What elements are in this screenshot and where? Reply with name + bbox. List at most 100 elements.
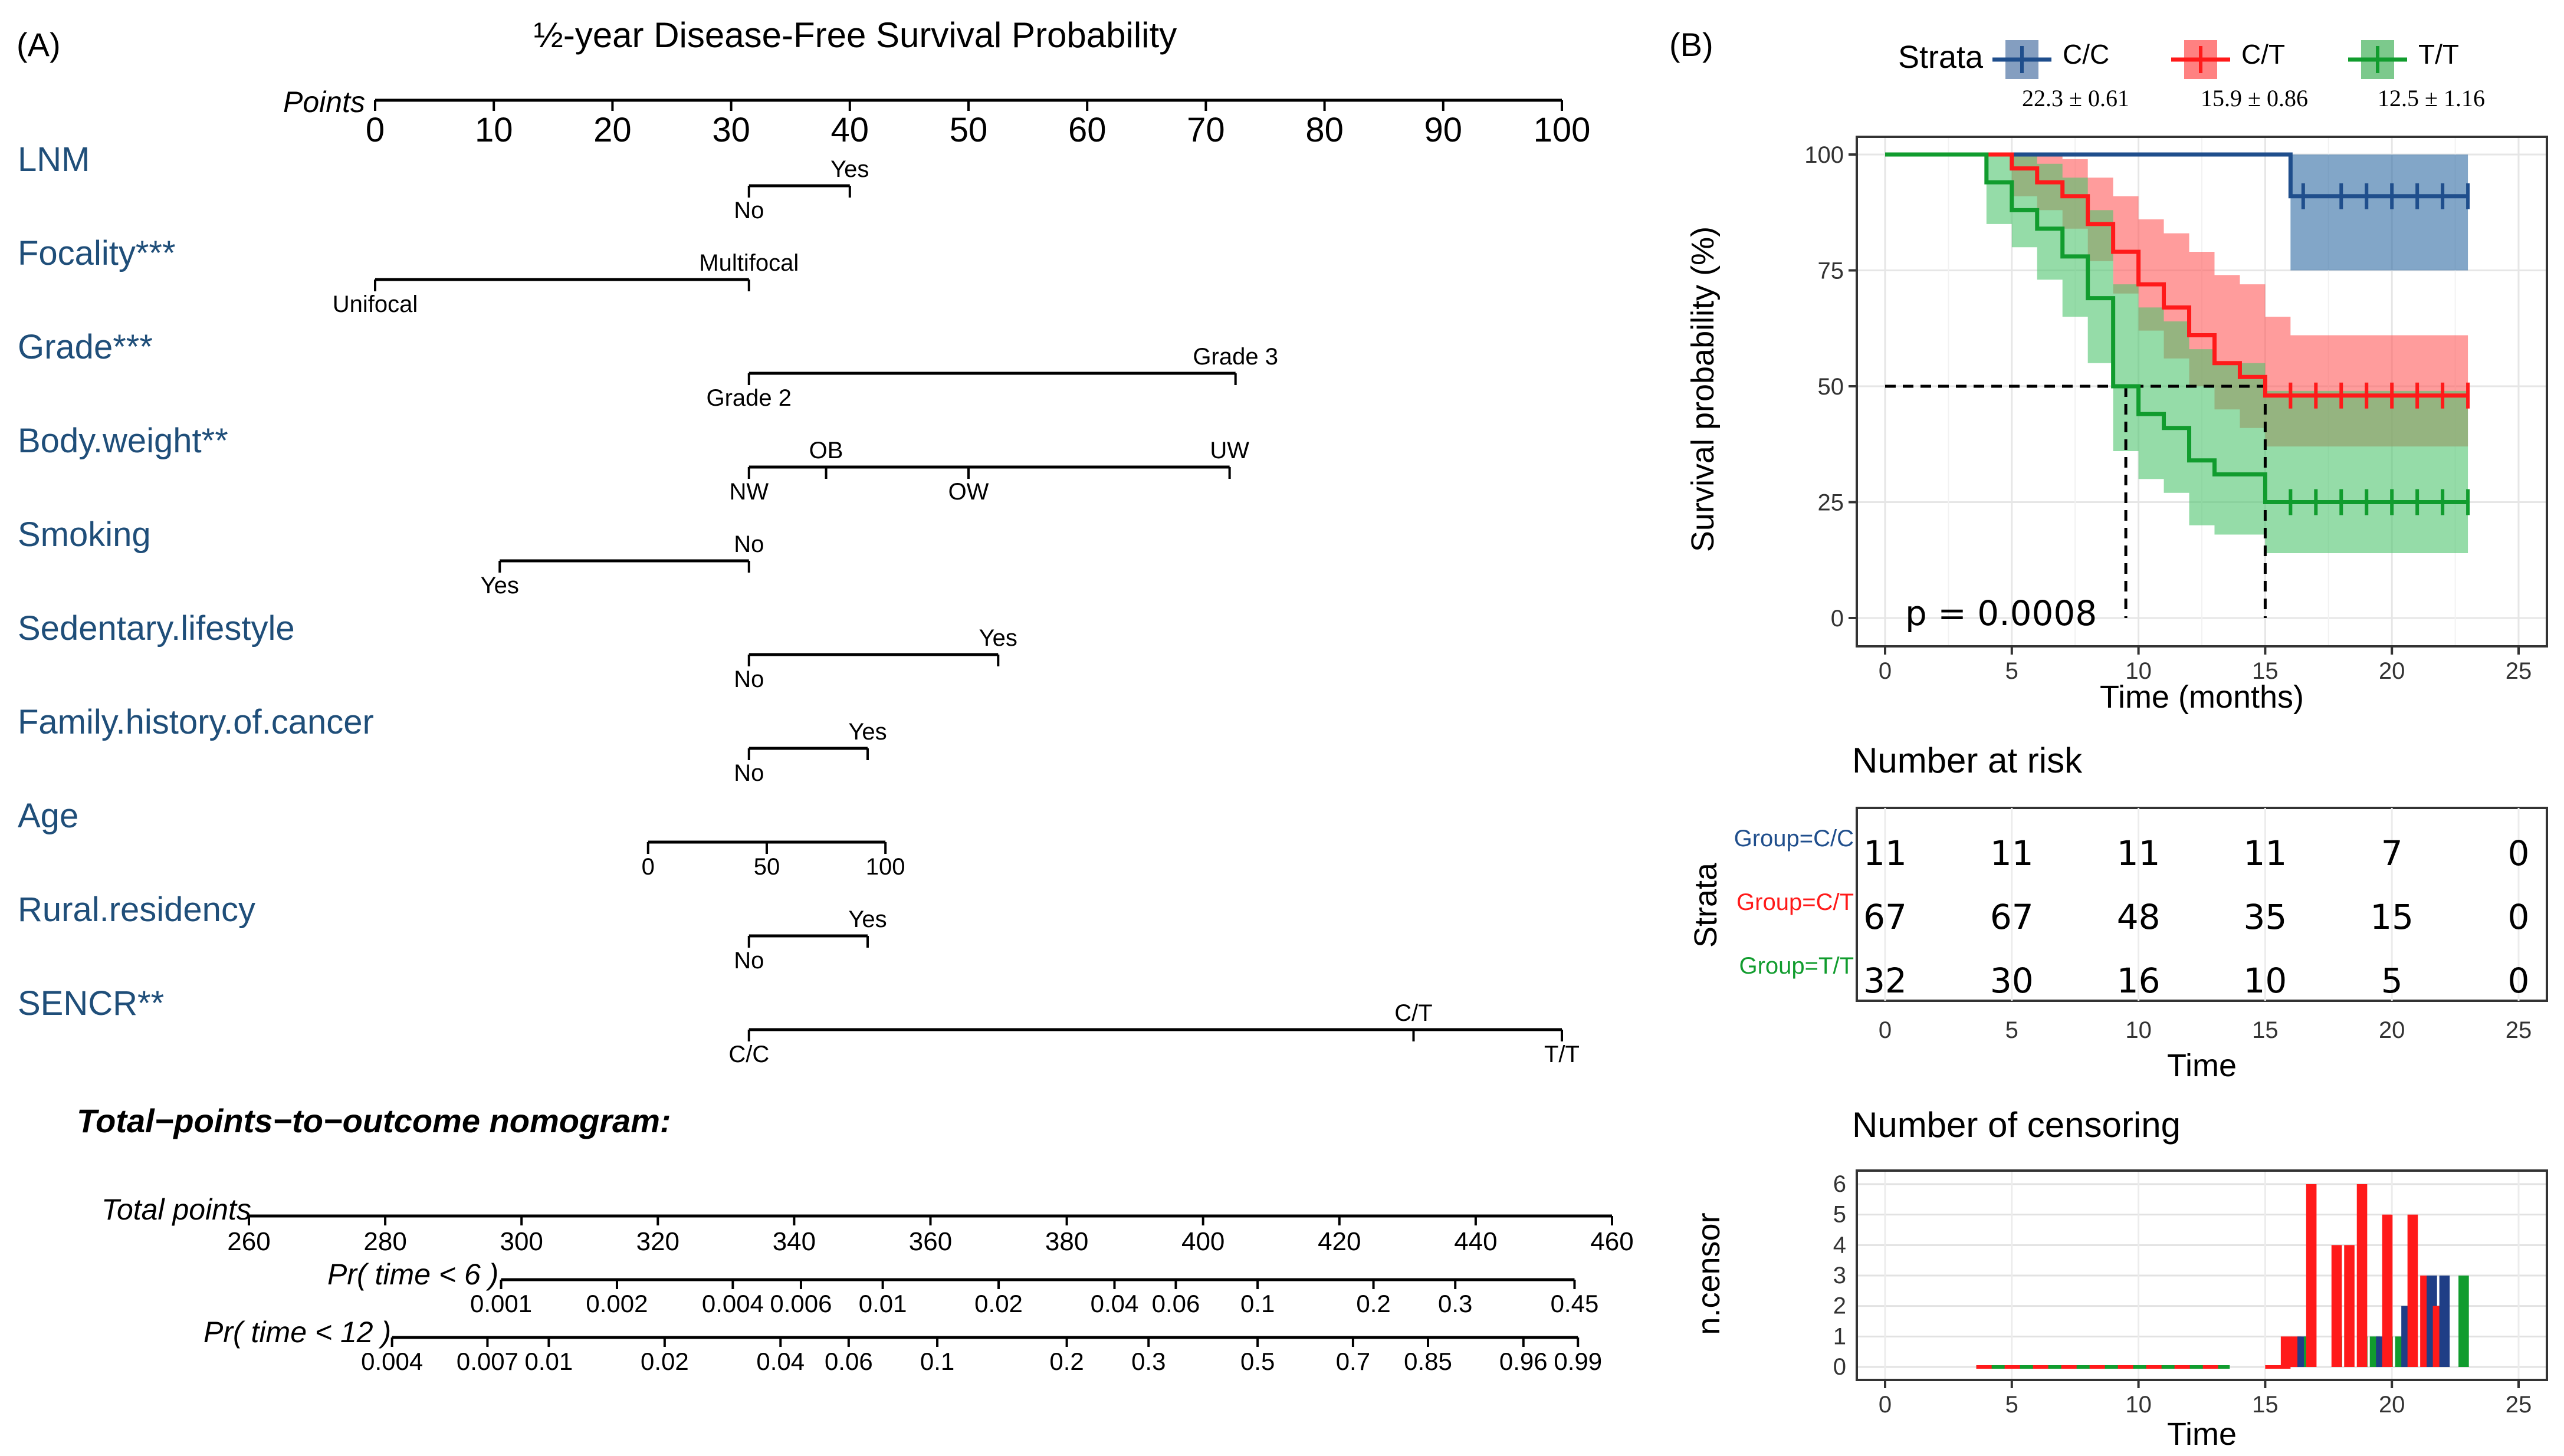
risk-x-tick-label: 5: [2005, 1017, 2018, 1043]
risk-x-tick-label: 20: [2379, 1017, 2405, 1043]
risk-value: 11: [2117, 833, 2161, 873]
km-band-tt: [1986, 155, 2468, 553]
km-x-tick-label: 10: [2125, 658, 2152, 684]
prob-tick-label: 0.01: [859, 1290, 907, 1317]
prob-tick-label: 0.04: [1091, 1290, 1139, 1317]
points-tick-label: 10: [475, 111, 513, 149]
risk-x-tick-label: 25: [2506, 1017, 2532, 1043]
censor-frame: [1856, 1169, 2548, 1381]
km-line-tt: [1885, 152, 2468, 504]
points-tick-label: 20: [593, 111, 632, 149]
prob-tick-label: 0.001: [470, 1290, 532, 1317]
risk-value: 35: [2243, 897, 2287, 937]
level-label: Yes: [481, 573, 519, 599]
total-tick-label: 460: [1590, 1227, 1633, 1256]
prob-tick-label: 0.2: [1356, 1290, 1390, 1317]
risk-row-label: Group=C/T: [1736, 889, 1854, 915]
risk-value: 0: [2508, 833, 2530, 873]
censor-x-axis-label: Time: [2167, 1416, 2237, 1452]
prob-tick-label: 0.06: [825, 1347, 873, 1375]
risk-value: 0: [2508, 897, 2530, 937]
risk-value: 48: [2117, 897, 2161, 937]
level-label: Yes: [848, 906, 887, 932]
points-tick-label: 30: [712, 111, 750, 149]
km-x-tick-label: 5: [2005, 658, 2018, 684]
nomogram-row: Smoking Yes No: [18, 515, 764, 599]
censor-plot: Number of censoring 0 1 2 3 4 5 6 0 5 10 15 20 25 Time…: [1691, 1105, 2548, 1452]
total-tick-label: 360: [909, 1227, 952, 1256]
censor-bar-tt: [2458, 1276, 2469, 1367]
nomogram-row: LNM No Yes: [18, 140, 869, 224]
prob-tick-label: 0.004: [361, 1347, 423, 1375]
total-tick-label: 420: [1318, 1227, 1361, 1256]
legend-label: C/C: [2063, 39, 2109, 70]
prob-tick-label: 0.06: [1152, 1290, 1200, 1317]
level-label: C/T: [1394, 1000, 1432, 1026]
points-tick-label: 0: [366, 111, 385, 149]
risk-value: 15: [2370, 897, 2414, 937]
censor-x-tick-label: 10: [2125, 1392, 2152, 1418]
level-label: Grade 3: [1193, 344, 1278, 370]
nomogram-row: Age 0 50 100: [18, 797, 905, 880]
points-tick-label: 50: [950, 111, 988, 149]
km-panel: (B) Strata C/C 22.3 ± 0.61 C/T 15.9 ± 0.86 T/…: [1669, 26, 2548, 1452]
prob-tick-label: 0.02: [974, 1290, 1023, 1317]
risk-value: 67: [1863, 897, 1907, 937]
total-tick-label: 260: [227, 1227, 270, 1256]
prob-tick-label: 0.02: [641, 1347, 689, 1375]
legend-item: T/T 12.5 ± 1.16: [2348, 39, 2485, 111]
level-label: No: [734, 948, 764, 974]
risk-value: 5: [2381, 961, 2403, 1001]
km-y-tick-label: 75: [1818, 258, 1844, 284]
prob-tick-label: 0.1: [1240, 1290, 1275, 1317]
points-tick-label: 40: [831, 111, 869, 149]
prob-tick-label: 0.3: [1131, 1347, 1166, 1375]
risk-value: 67: [1990, 897, 2034, 937]
risk-x-axis-label: Time: [2167, 1048, 2237, 1083]
nomogram-row: Body.weight** NW OB OW UW: [18, 422, 1249, 505]
km-y-tick-label: 0: [1831, 606, 1844, 632]
censor-y-tick-label: 0: [1833, 1354, 1846, 1380]
risk-value: 16: [2117, 961, 2161, 1001]
variable-label: SENCR**: [18, 984, 164, 1023]
censor-y-tick-label: 3: [1833, 1263, 1846, 1289]
nomogram-row: Grade*** Grade 2 Grade 3: [18, 328, 1278, 411]
risk-value: 7: [2381, 833, 2403, 873]
level-label: No: [734, 666, 764, 692]
censor-bar-ct: [2356, 1184, 2368, 1367]
legend-item: C/T 15.9 ± 0.86: [2171, 39, 2308, 111]
censor-x-tick-label: 5: [2005, 1392, 2018, 1418]
km-y-tick-label: 100: [1804, 142, 1844, 168]
censor-y-tick-label: 6: [1833, 1171, 1846, 1197]
variable-label: Age: [18, 797, 78, 835]
risk-title: Number at risk: [1852, 741, 2083, 780]
total-points-label: Total points: [101, 1193, 251, 1226]
variable-label: Body.weight**: [18, 422, 228, 460]
censor-bar-ct: [2344, 1245, 2355, 1367]
km-x-tick-label: 0: [1879, 658, 1892, 684]
nomogram-panel: (A) ½-year Disease-Free Survival Probabi…: [17, 15, 1634, 1375]
points-tick-label: 60: [1068, 111, 1107, 149]
prob-tick-label: 0.96: [1499, 1347, 1548, 1375]
risk-x-tick-label: 0: [1879, 1017, 1892, 1043]
km-x-tick-label: 25: [2506, 658, 2532, 684]
risk-row-label: Group=C/C: [1734, 826, 1854, 852]
censor-bar-cc: [2439, 1276, 2450, 1367]
km-line-ct: [1885, 152, 2468, 398]
censor-y-tick-label: 1: [1833, 1323, 1846, 1349]
prob-axis-label: Pr( time < 6 ): [327, 1258, 498, 1291]
panel-b-label: (B): [1669, 26, 1713, 63]
km-y-tick-label: 50: [1818, 374, 1844, 400]
legend-label: C/T: [2241, 39, 2285, 70]
points-tick-label: 100: [1534, 111, 1591, 149]
nomogram-title: ½-year Disease-Free Survival Probability: [534, 15, 1177, 55]
km-frame: [1856, 136, 2548, 648]
total-tick-label: 380: [1045, 1227, 1088, 1256]
variable-label: Focality***: [18, 234, 176, 272]
level-label: Yes: [830, 156, 869, 182]
variable-label: Rural.residency: [18, 890, 255, 929]
km-x-tick-label: 15: [2252, 658, 2279, 684]
panel-a-label: (A): [17, 26, 61, 63]
